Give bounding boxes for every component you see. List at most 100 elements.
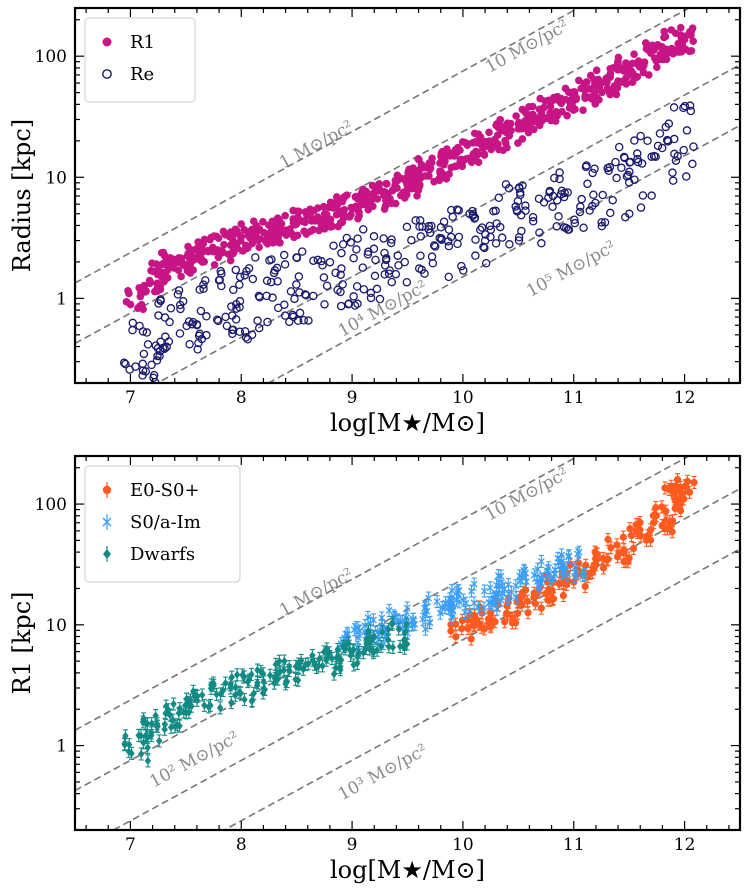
data-point [413,192,421,200]
data-point [227,302,236,311]
data-point [448,587,456,594]
data-point [620,549,628,557]
data-point [182,321,191,331]
data-point [682,483,690,491]
data-point [385,606,393,614]
data-point [606,208,615,218]
data-point [521,201,530,210]
data-point [680,101,690,111]
data-point [173,290,183,299]
data-point [280,260,290,269]
surface-density-line [75,456,581,731]
data-point [384,269,394,279]
data-point [201,276,210,285]
data-point [396,191,405,200]
data-point [240,225,249,234]
data-point [227,325,237,335]
data-point [279,250,289,260]
data-point [621,212,630,222]
data-point [403,604,411,612]
surface-density-label: 10 M⊙/pc² [482,16,572,77]
data-point [171,722,179,731]
data-point [164,337,174,346]
data-point [269,229,278,237]
data-point [504,184,514,193]
y-tick-label: 10 [45,168,67,188]
data-point [592,66,601,75]
data-point [492,219,501,228]
data-point [337,248,346,258]
data-point [423,607,431,615]
data-point [325,257,335,267]
data-point [597,79,606,88]
data-point [528,212,538,222]
data-point [389,643,397,652]
data-point [363,250,373,259]
data-point [138,366,148,375]
data-point [521,116,530,125]
data-point [583,179,592,189]
data-point [416,251,425,260]
data-point [315,661,322,671]
data-point [176,304,185,314]
data-point [570,215,579,224]
data-point [158,343,168,353]
data-point [535,228,544,237]
data-point [633,149,642,158]
data-point [394,261,403,270]
data-point [589,190,598,199]
data-point [689,37,697,46]
data-point [286,666,293,675]
data-point [241,695,248,704]
data-point [651,511,659,519]
data-point [214,276,224,285]
data-point [671,495,679,503]
data-point [474,158,483,166]
data-point [340,642,347,651]
data-point [575,207,585,217]
data-point [662,55,671,64]
data-point [383,180,391,188]
data-point [316,654,323,663]
data-point [513,196,523,206]
data-point [248,225,256,234]
data-point [590,164,599,174]
data-point [669,134,679,144]
data-point [222,678,229,688]
data-point [514,183,524,192]
data-point [240,271,249,280]
data-point [285,317,294,327]
data-point [690,478,698,487]
data-point [427,252,437,261]
data-point [638,191,648,200]
data-point [359,225,368,234]
data-point [448,614,456,622]
data-point [403,639,411,649]
data-point [679,145,688,155]
data-point [544,193,553,202]
data-point [152,260,161,268]
data-point [235,280,244,289]
data-point [491,239,501,248]
data-point [644,71,653,79]
data-point [687,27,696,36]
data-point [156,295,165,304]
data-point [248,239,257,247]
data-point [592,561,600,569]
data-point [480,587,488,595]
data-point [624,558,632,566]
data-point [522,578,530,586]
data-point [502,609,511,617]
data-point [304,316,313,325]
data-point [347,203,356,212]
surface-density-label: 1 M⊙/pc² [276,117,357,173]
data-point [393,171,402,180]
data-point [375,294,385,304]
data-point [147,360,156,370]
data-point [439,217,449,226]
data-point [309,291,318,301]
data-point [295,207,303,216]
legend-label: Dwarfs [130,544,195,565]
data-point [493,140,502,149]
data-point [535,581,543,589]
